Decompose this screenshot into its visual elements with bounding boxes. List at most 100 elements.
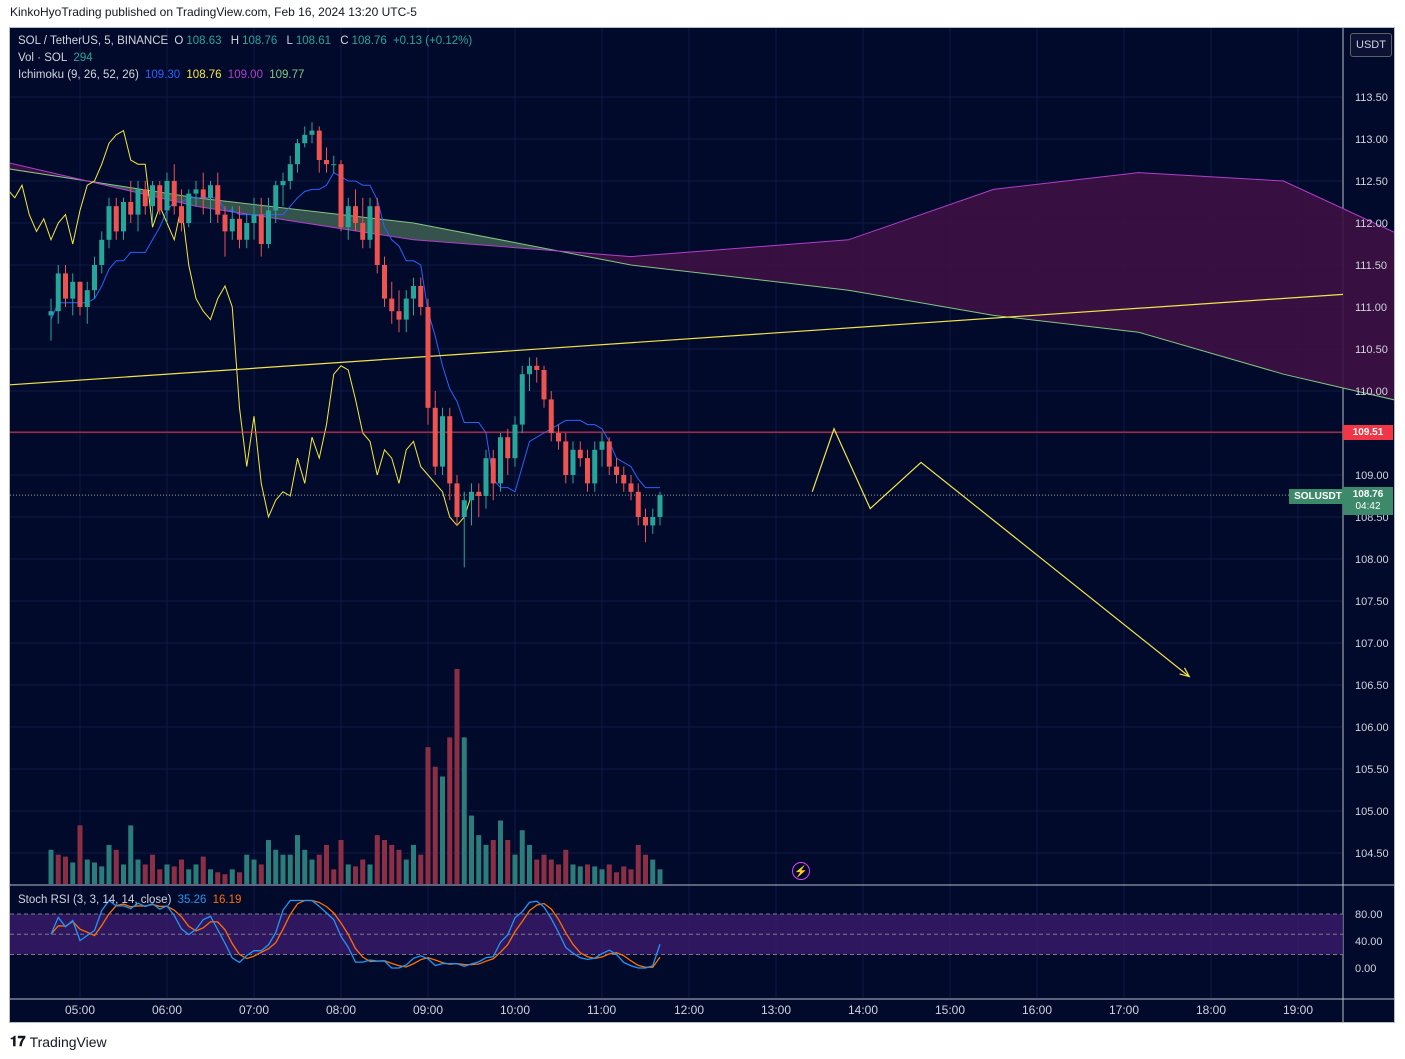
kumo-cloud [558,172,1394,400]
price-axis-label: 106.00 [1355,722,1389,734]
chart-area[interactable]: 113.50 113.00 112.50 112.00 111.50 111.00 110.… [9,27,1395,1023]
volume-bar [621,866,627,884]
volume-bar [432,766,438,884]
volume-bar [570,864,576,884]
volume-bar [193,864,199,884]
candle-body [643,517,648,526]
legend-h-label: H [230,35,240,47]
candle-body [541,370,547,400]
chart-canvas[interactable]: 113.50 113.00 112.50 112.00 111.50 111.00 110.… [10,28,1395,1023]
candle-body [251,214,257,223]
time-axis-label: 07:00 [239,1003,269,1017]
volume-bar [324,844,329,884]
candle-body [345,206,351,228]
candle-body [244,223,250,240]
volume-bar [353,866,358,884]
volume-bar [614,872,619,884]
candle-body [128,202,134,215]
volume-bar [425,747,431,884]
legend-ichimoku-label[interactable]: Ichimoku (9, 26, 52, 26) [18,69,139,81]
kumo-cloud [10,163,88,181]
candle-body [374,206,380,265]
candle-body [208,185,213,198]
candle-body [193,189,199,194]
volume-bar [592,866,598,884]
time-axis-label: 10:00 [500,1003,530,1017]
candle-body [527,365,532,375]
legend-c-label: C [340,35,349,47]
volume-bar [135,859,141,884]
legend-symbol[interactable]: SOL / TetherUS, 5, BINANCE [18,35,169,47]
legend-ichimoku-lagging: 108.76 [186,69,222,81]
volume-bar [498,820,503,884]
candle-body [135,189,141,215]
legend-ichimoku-tenkan: 109.30 [145,69,181,81]
candle-body [121,202,126,232]
legend-h-value: 108.76 [242,35,278,47]
volume-bar [657,869,663,884]
candle-body [171,181,177,207]
volume-bar [92,862,97,884]
price-axis-label: 111.50 [1355,260,1387,272]
candle-body [48,311,54,316]
volume-bar [164,864,170,884]
lightning-icon[interactable]: ⚡ [792,862,810,880]
candle-body [556,433,561,442]
footer-brand[interactable]: TradingView [29,1033,107,1050]
candle-body [418,286,424,307]
currency-button[interactable]: USDT [1350,33,1392,57]
candle-body [425,307,431,408]
volume-bar [577,866,583,884]
projection-path[interactable] [811,427,1190,678]
stoch-axis-label: 0.00 [1355,963,1376,975]
volume-bar [519,830,525,884]
candle-body [621,475,627,484]
volume-bar [273,849,279,884]
candle-body [99,239,105,265]
volume-bar [287,854,293,884]
price-axis-label: 110.50 [1355,344,1388,356]
volume-bar [316,854,322,884]
legend-vol-label[interactable]: Vol · SOL [18,52,68,64]
candle-body [77,281,83,307]
volume-bar [331,869,337,884]
time-axis-label: 05:00 [65,1003,95,1017]
volume-bar [389,844,395,884]
volume-bar [84,859,90,884]
volume-bar [121,864,126,884]
candle-body [360,223,366,240]
volume-bar [48,849,54,884]
volume-bar [55,854,61,884]
tradingview-logo-icon[interactable]: 𝟏𝟕 [10,1033,26,1049]
volume-bar [563,849,569,884]
legend-ichimoku-spanb: 109.00 [227,69,263,81]
volume-bar [77,825,83,884]
candle-body [273,185,279,211]
volume-bar [382,840,387,884]
trendline[interactable] [10,293,1344,386]
legend-change: +0.13 (+0.12%) [392,35,473,47]
legend-vol-value: 294 [73,52,93,64]
candle-body [498,437,503,484]
candle-body [592,449,598,484]
candle-body [490,458,496,484]
time-axis-label: 13:00 [761,1003,791,1017]
candle-body [411,286,416,299]
volume-bar [338,840,344,884]
candle-body [403,298,409,320]
volume-bar [628,869,634,884]
last-price-badge: 108.76 04:42 [1343,487,1393,515]
volume-bar [215,872,221,884]
price-axis-label: 112.50 [1355,176,1388,188]
volume-bar [157,869,163,884]
candle-body [229,218,235,232]
candle-body [55,273,61,312]
candle-body [657,495,663,517]
arrow-head-icon [1179,667,1191,678]
volume-bar [258,864,264,884]
legend-stoch-label[interactable]: Stoch RSI (3, 3, 14, 14, close) [18,894,172,906]
candle-body [215,185,221,215]
price-axis-label: 104.50 [1355,848,1389,860]
volume-bar [63,856,68,884]
candle-body [606,441,612,467]
